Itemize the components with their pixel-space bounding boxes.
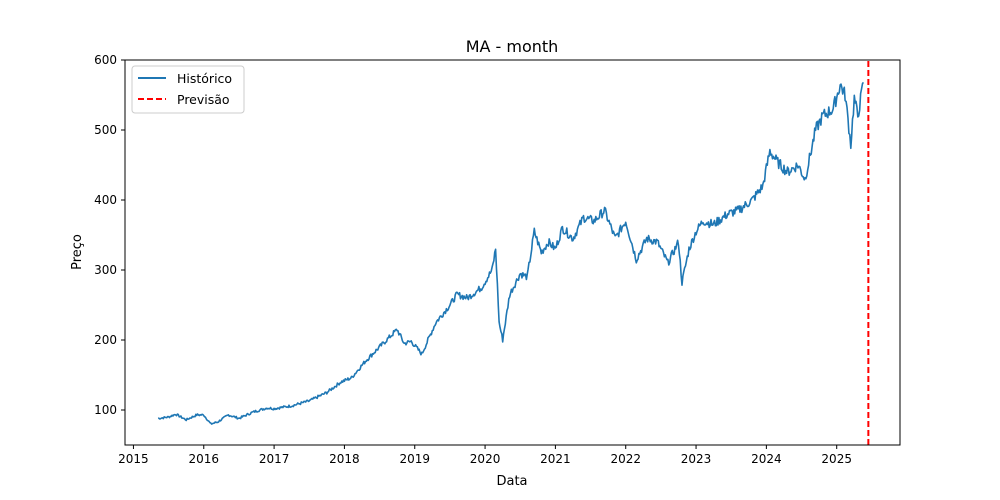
- legend-label-previsao: Previsão: [177, 92, 230, 107]
- x-tick-label: 2017: [259, 452, 290, 466]
- x-tick-label: 2025: [821, 452, 852, 466]
- x-axis-label: Data: [496, 474, 527, 489]
- legend: Histórico Previsão: [131, 65, 245, 114]
- x-tick-label: 2022: [610, 452, 641, 466]
- x-tick-label: 2020: [470, 452, 501, 466]
- x-axis-ticks: 2015 2016 2017 2018 2019 2020 2021 2022 2023 2024…: [118, 445, 852, 466]
- y-tick-label: 600: [94, 53, 117, 67]
- y-tick-label: 100: [94, 403, 117, 417]
- chart-title: MA - month: [466, 37, 559, 56]
- y-tick-label: 300: [94, 263, 117, 277]
- y-tick-label: 200: [94, 333, 117, 347]
- x-tick-label: 2016: [188, 452, 219, 466]
- x-tick-label: 2023: [681, 452, 712, 466]
- x-tick-label: 2018: [329, 452, 360, 466]
- y-tick-label: 400: [94, 193, 117, 207]
- x-tick-label: 2019: [399, 452, 430, 466]
- x-tick-label: 2021: [540, 452, 571, 466]
- series-layer: [157, 60, 870, 445]
- series-line-historico: [157, 81, 865, 425]
- legend-label-historico: Histórico: [177, 71, 232, 86]
- x-tick-label: 2024: [751, 452, 782, 466]
- y-axis-ticks: 100 200 300 400 500 600: [94, 53, 125, 417]
- x-tick-label: 2015: [118, 452, 149, 466]
- y-tick-label: 500: [94, 123, 117, 137]
- plot-area-frame: [124, 59, 901, 446]
- y-axis-label: Preço: [70, 234, 85, 270]
